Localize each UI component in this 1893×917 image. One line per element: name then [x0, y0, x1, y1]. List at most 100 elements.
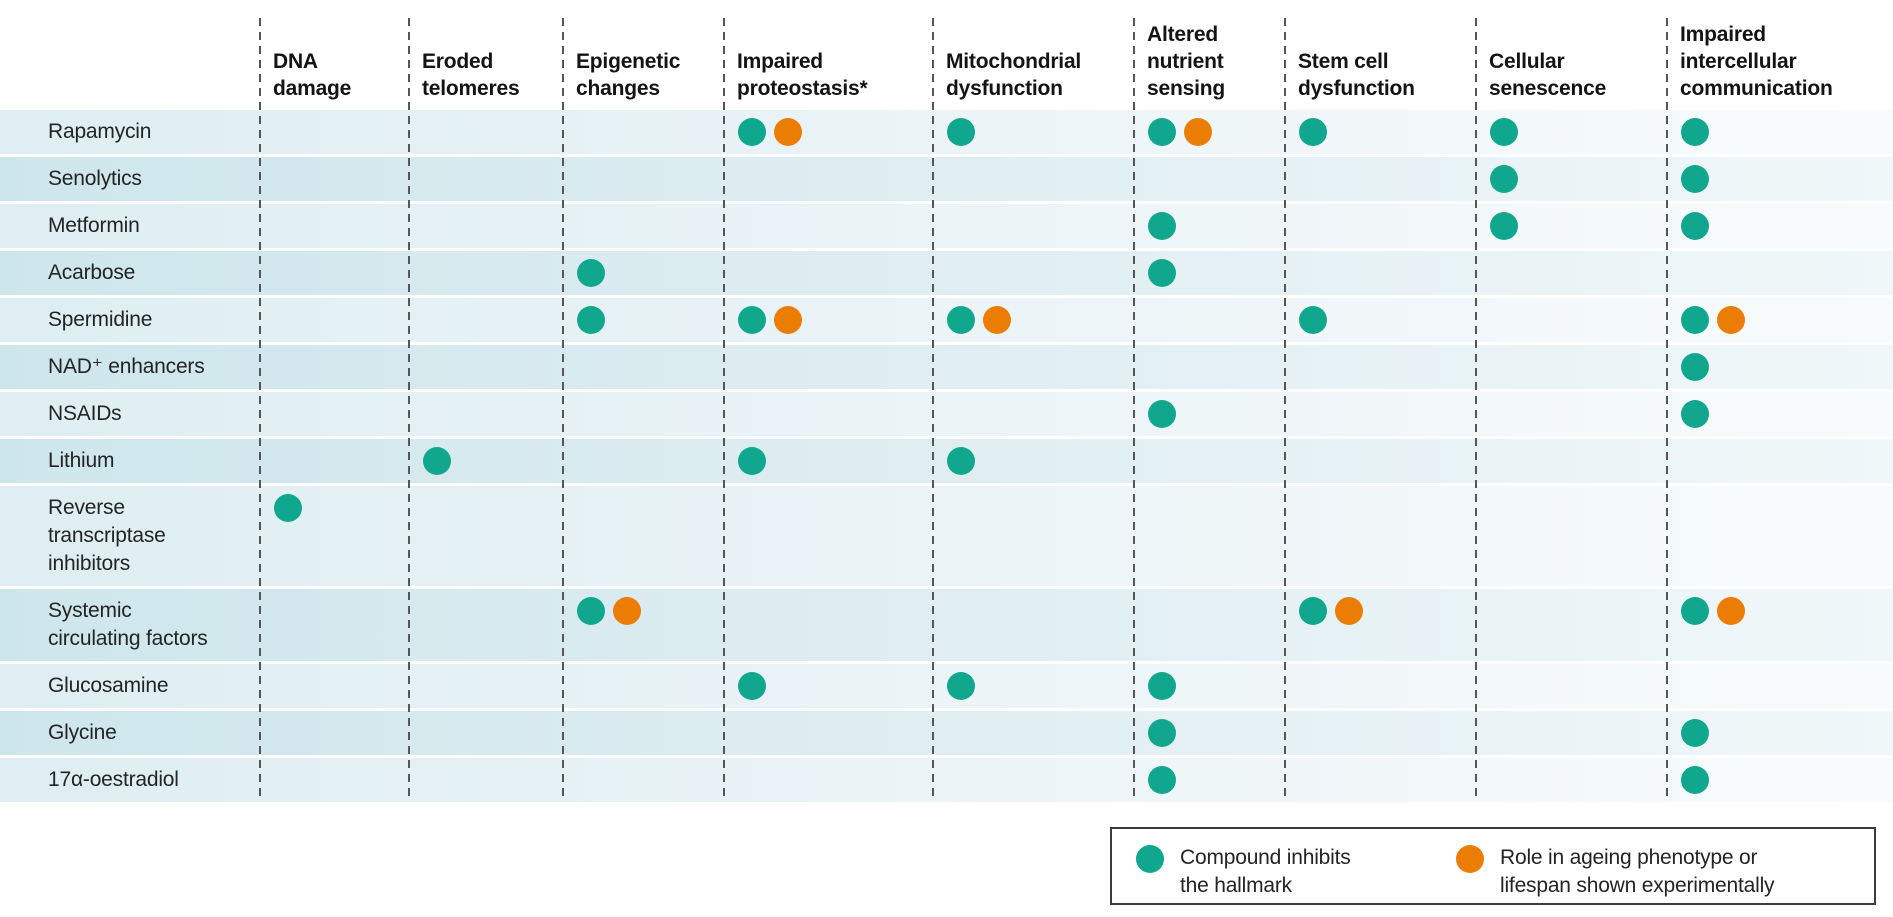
legend-item-inhibits: Compound inhibits the hallmark — [1136, 844, 1351, 900]
cell-dots — [1667, 758, 1893, 802]
matrix-cell-impaired_proteostasis — [724, 251, 933, 295]
inhibits-dot-icon — [1681, 118, 1709, 146]
cell-dots — [933, 664, 1134, 708]
matrix-cell-eroded_telomeres — [409, 711, 563, 755]
inhibits-dot-icon — [1148, 672, 1176, 700]
matrix-cell-dna_damage — [260, 392, 409, 436]
matrix-cell-impaired_intercellular_communication — [1667, 439, 1893, 483]
cell-dots — [724, 439, 933, 483]
matrix-cell-stem_cell_dysfunction — [1285, 711, 1476, 755]
matrix-cell-altered_nutrient_sensing — [1134, 157, 1285, 201]
cell-dots — [1134, 110, 1285, 154]
matrix-cell-eroded_telomeres — [409, 251, 563, 295]
cell-dots — [1667, 711, 1893, 755]
orange-dot-icon — [1456, 845, 1484, 873]
matrix-cell-cellular_senescence — [1476, 204, 1667, 248]
matrix-cell-stem_cell_dysfunction — [1285, 110, 1476, 154]
matrix-cell-stem_cell_dysfunction — [1285, 486, 1476, 586]
matrix-cell-cellular_senescence — [1476, 298, 1667, 342]
matrix-cell-stem_cell_dysfunction — [1285, 251, 1476, 295]
matrix-cell-impaired_intercellular_communication — [1667, 392, 1893, 436]
cell-dots — [563, 298, 724, 342]
column-header-impaired_proteostasis: Impaired proteostasis* — [737, 50, 868, 100]
matrix-cell-altered_nutrient_sensing — [1134, 664, 1285, 708]
matrix-cell-cellular_senescence — [1476, 486, 1667, 586]
matrix-cell-impaired_proteostasis — [724, 711, 933, 755]
matrix-cell-altered_nutrient_sensing — [1134, 711, 1285, 755]
matrix-cell-mitochondrial_dysfunction — [933, 204, 1134, 248]
column-header-dna_damage: DNA damage — [273, 50, 352, 100]
table-row: Spermidine — [0, 298, 1893, 342]
inhibits-dot-icon — [274, 494, 302, 522]
table-row: Metformin — [0, 204, 1893, 248]
matrix-cell-stem_cell_dysfunction — [1285, 439, 1476, 483]
inhibits-dot-icon — [577, 259, 605, 287]
inhibits-dot-icon — [1681, 766, 1709, 794]
matrix-cell-mitochondrial_dysfunction — [933, 439, 1134, 483]
cell-dots — [1134, 392, 1285, 436]
matrix-cell-impaired_intercellular_communication — [1667, 110, 1893, 154]
matrix-cell-impaired_proteostasis — [724, 486, 933, 586]
column-divider — [259, 18, 261, 802]
row-label: Senolytics — [48, 167, 142, 190]
table-row: Systemic circulating factors — [0, 589, 1893, 661]
matrix-cell-mitochondrial_dysfunction — [933, 711, 1134, 755]
column-divider — [562, 18, 564, 802]
matrix-cell-impaired_proteostasis — [724, 664, 933, 708]
cell-dots — [933, 439, 1134, 483]
matrix-cell-altered_nutrient_sensing — [1134, 110, 1285, 154]
row-label: NSAIDs — [48, 402, 122, 425]
matrix-cell-altered_nutrient_sensing — [1134, 251, 1285, 295]
cell-dots — [1667, 589, 1893, 633]
inhibits-dot-icon — [947, 447, 975, 475]
matrix-cell-epigenetic_changes — [563, 204, 724, 248]
inhibits-dot-icon — [1681, 719, 1709, 747]
matrix-cell-impaired_proteostasis — [724, 439, 933, 483]
matrix-cell-altered_nutrient_sensing — [1134, 439, 1285, 483]
matrix-cell-mitochondrial_dysfunction — [933, 758, 1134, 802]
matrix-cell-eroded_telomeres — [409, 758, 563, 802]
row-label: Rapamycin — [48, 120, 152, 143]
matrix-cell-dna_damage — [260, 110, 409, 154]
matrix-cell-epigenetic_changes — [563, 251, 724, 295]
inhibits-dot-icon — [738, 672, 766, 700]
matrix-cell-impaired_proteostasis — [724, 589, 933, 661]
cell-dots — [1667, 345, 1893, 389]
legend-item-experimental: Role in ageing phenotype or lifespan sho… — [1456, 844, 1775, 900]
cell-dots — [1134, 204, 1285, 248]
matrix-cell-eroded_telomeres — [409, 392, 563, 436]
matrix-cell-dna_damage — [260, 589, 409, 661]
inhibits-dot-icon — [947, 306, 975, 334]
table-row: Lithium — [0, 439, 1893, 483]
matrix-rows: Rapamycin Senolytics Metformin Acarbose Sper… — [0, 110, 1893, 802]
legend-item-label: Compound inhibits the hallmark — [1180, 846, 1351, 897]
cell-dots — [1285, 589, 1476, 633]
column-header-cellular_senescence: Cellular senescence — [1489, 50, 1607, 100]
inhibits-dot-icon — [738, 306, 766, 334]
matrix-cell-cellular_senescence — [1476, 589, 1667, 661]
cell-dots — [1134, 251, 1285, 295]
cell-dots — [1667, 110, 1893, 154]
matrix-cell-altered_nutrient_sensing — [1134, 204, 1285, 248]
matrix-cell-epigenetic_changes — [563, 758, 724, 802]
column-divider — [1133, 18, 1135, 802]
table-row: NSAIDs — [0, 392, 1893, 436]
column-header-epigenetic_changes: Epigenetic changes — [576, 50, 681, 100]
matrix-cell-cellular_senescence — [1476, 157, 1667, 201]
table-row: Reverse transcriptase inhibitors — [0, 486, 1893, 586]
cell-dots — [1667, 298, 1893, 342]
matrix-cell-impaired_intercellular_communication — [1667, 345, 1893, 389]
inhibits-dot-icon — [1681, 353, 1709, 381]
matrix-cell-cellular_senescence — [1476, 758, 1667, 802]
column-divider — [408, 18, 410, 802]
matrix-cell-cellular_senescence — [1476, 345, 1667, 389]
matrix-cell-dna_damage — [260, 251, 409, 295]
inhibits-dot-icon — [947, 672, 975, 700]
matrix-cell-eroded_telomeres — [409, 439, 563, 483]
matrix-cell-impaired_proteostasis — [724, 157, 933, 201]
matrix-cell-stem_cell_dysfunction — [1285, 758, 1476, 802]
cell-dots — [563, 251, 724, 295]
cell-dots — [724, 298, 933, 342]
row-label: Spermidine — [48, 308, 153, 331]
matrix-cell-impaired_proteostasis — [724, 392, 933, 436]
